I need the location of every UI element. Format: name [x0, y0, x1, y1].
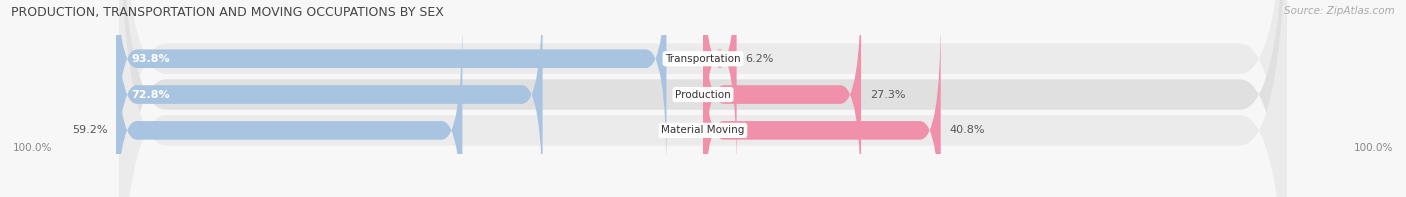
Text: PRODUCTION, TRANSPORTATION AND MOVING OCCUPATIONS BY SEX: PRODUCTION, TRANSPORTATION AND MOVING OC… [11, 6, 444, 19]
FancyBboxPatch shape [117, 14, 463, 197]
Text: 59.2%: 59.2% [72, 125, 107, 135]
Text: Source: ZipAtlas.com: Source: ZipAtlas.com [1284, 6, 1395, 16]
FancyBboxPatch shape [703, 0, 860, 197]
Text: 40.8%: 40.8% [949, 125, 986, 135]
Text: Material Moving: Material Moving [661, 125, 745, 135]
Text: Production: Production [675, 90, 731, 99]
Text: 6.2%: 6.2% [745, 54, 773, 64]
Text: 93.8%: 93.8% [131, 54, 170, 64]
Text: 72.8%: 72.8% [131, 90, 170, 99]
FancyBboxPatch shape [120, 0, 1286, 197]
FancyBboxPatch shape [120, 0, 1286, 197]
Text: 100.0%: 100.0% [13, 143, 52, 153]
Text: Transportation: Transportation [665, 54, 741, 64]
Text: 27.3%: 27.3% [870, 90, 905, 99]
FancyBboxPatch shape [120, 0, 1286, 197]
FancyBboxPatch shape [703, 0, 737, 175]
FancyBboxPatch shape [703, 14, 941, 197]
FancyBboxPatch shape [117, 0, 666, 175]
FancyBboxPatch shape [117, 0, 543, 197]
Text: 100.0%: 100.0% [1354, 143, 1393, 153]
